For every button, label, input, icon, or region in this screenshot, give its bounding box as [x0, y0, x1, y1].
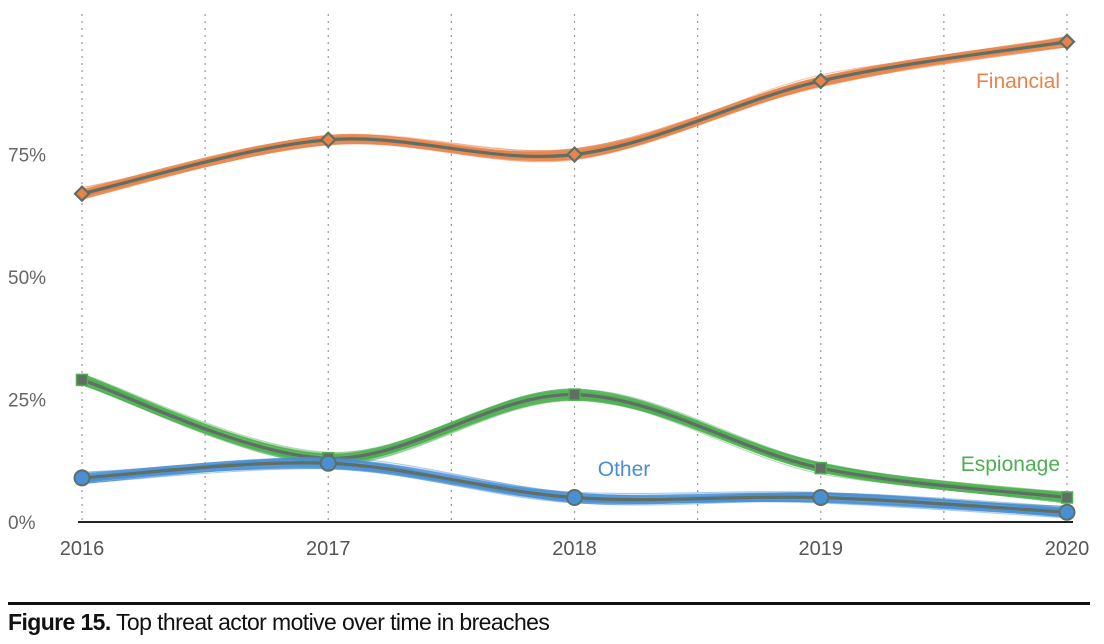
figure-caption: Figure 15. Top threat actor motive over … [8, 602, 1090, 636]
espionage-point [568, 388, 581, 401]
financial-point [812, 72, 830, 90]
espionage-point [75, 373, 89, 387]
x-tick-label: 2019 [799, 538, 844, 560]
other-point [812, 489, 830, 506]
financial-label: Financial [976, 70, 1060, 93]
figure-number: Figure 15. [8, 609, 111, 635]
gridlines [81, 14, 1068, 522]
espionage-point [814, 461, 827, 475]
financial-point [1058, 33, 1076, 51]
y-tick-label: 0% [8, 513, 36, 534]
other-series: Other [73, 454, 1076, 521]
other-label: Other [598, 458, 651, 481]
espionage-point [1060, 491, 1074, 504]
x-tick-label: 2017 [306, 538, 351, 560]
financial-point [319, 131, 337, 149]
x-tick-label: 2020 [1045, 538, 1090, 560]
financial-point [565, 145, 584, 164]
y-tick-label: 25% [8, 391, 46, 412]
y-tick-label: 50% [8, 268, 46, 289]
other-point [73, 469, 91, 487]
financial-point [73, 185, 91, 203]
x-tick-label: 2016 [60, 538, 105, 560]
other-point [319, 454, 337, 472]
espionage-label: Espionage [961, 453, 1060, 476]
financial-series: Financial [73, 33, 1076, 203]
other-point [1058, 503, 1076, 521]
figure-title: Top threat actor motive over time in bre… [116, 609, 550, 635]
financial-sample-line [81, 46, 1068, 197]
other-point [566, 489, 583, 506]
y-tick-label: 75% [8, 146, 46, 167]
espionage-series: Espionage [75, 373, 1074, 504]
x-tick-label: 2018 [552, 538, 597, 560]
